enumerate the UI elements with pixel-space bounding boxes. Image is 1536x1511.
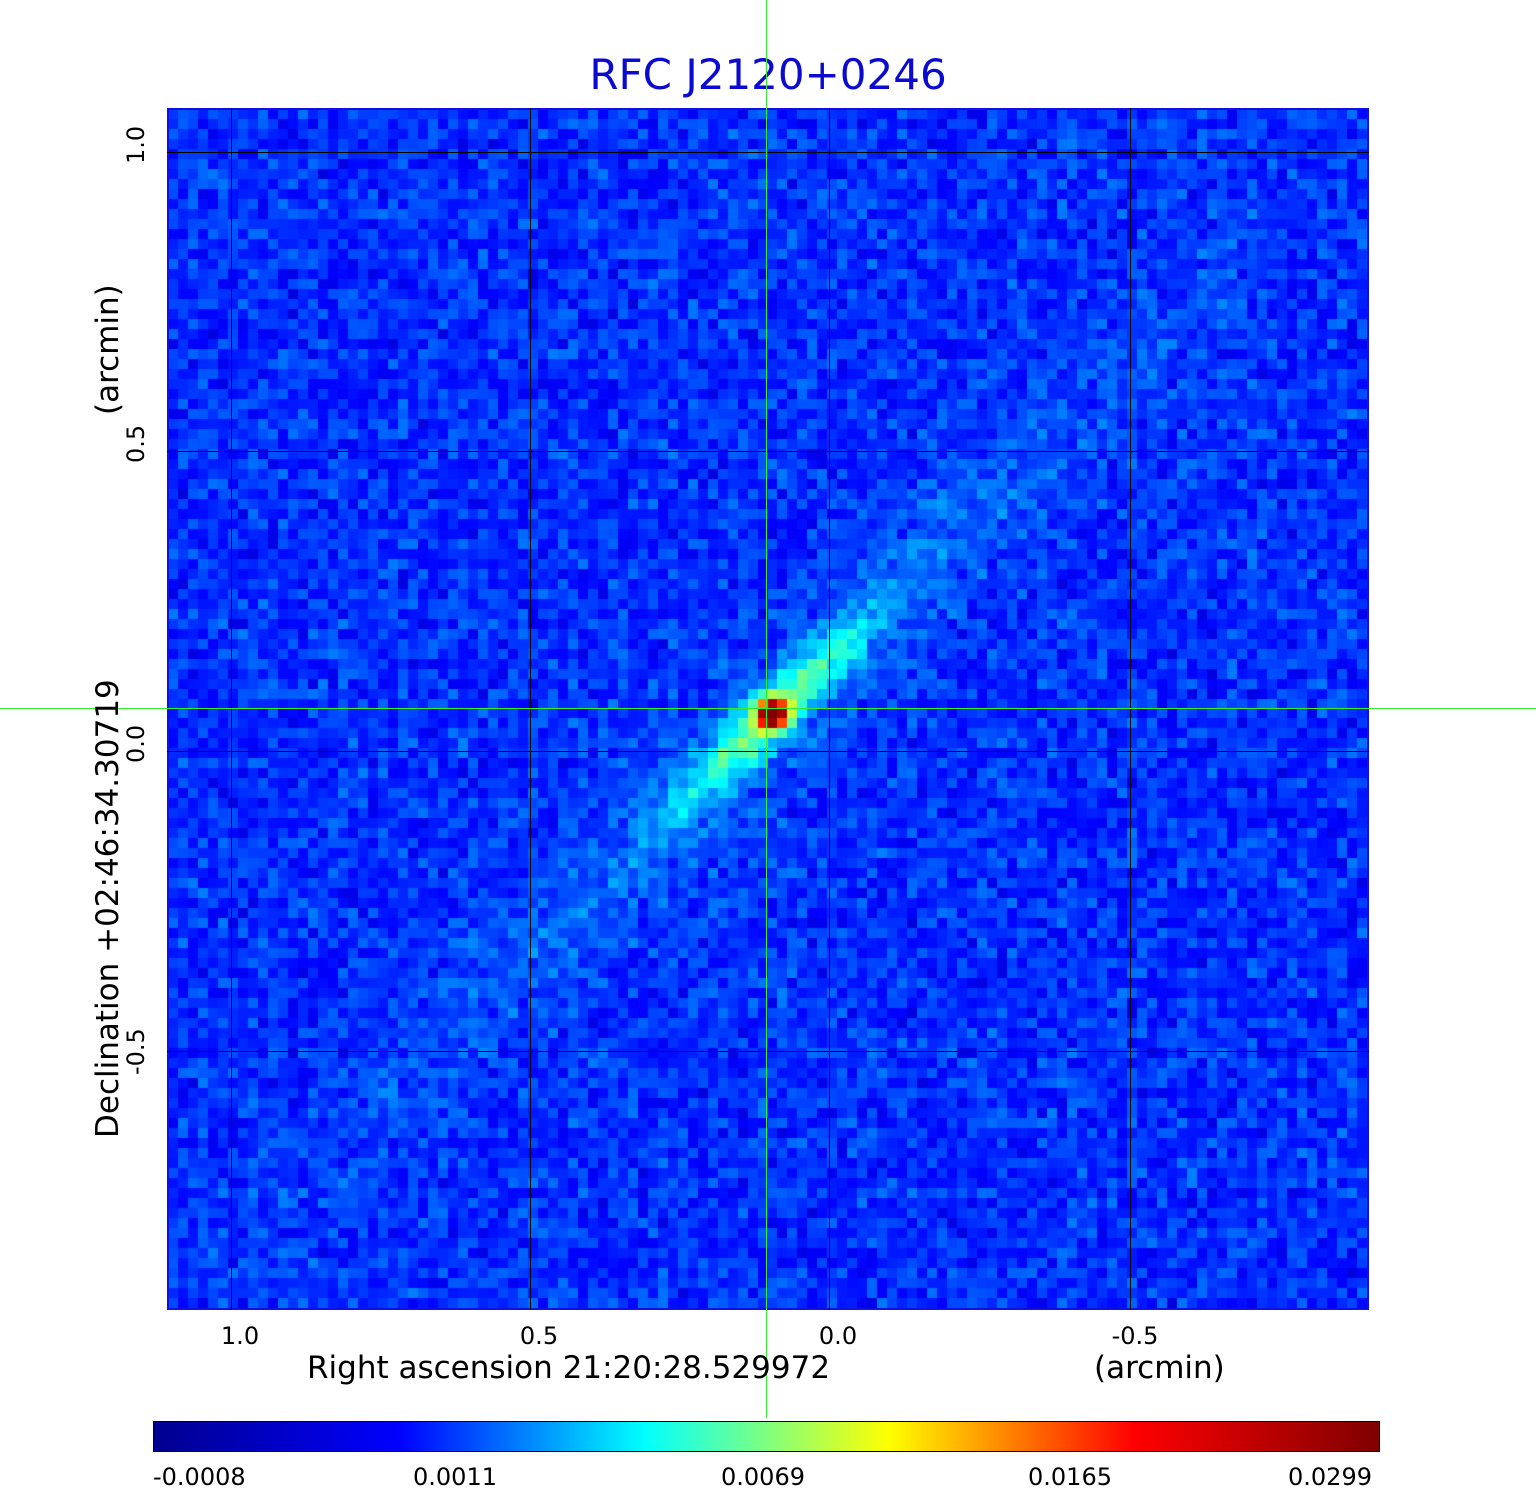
radio-map-image xyxy=(167,108,1369,1310)
crosshair-horizontal xyxy=(0,708,1536,709)
grid-line-dec-neg0.5 xyxy=(167,1051,1369,1052)
grid-line-dec-1.0 xyxy=(167,152,1369,153)
y-tick-label: 1.0 xyxy=(122,125,150,164)
y-axis-label: Declination +02:46:34.30719 xyxy=(90,679,126,1138)
crosshair-vertical xyxy=(766,0,767,1418)
image-title: RFC J2120+0246 xyxy=(589,50,947,99)
grid-line-ra-neg0.5 xyxy=(1130,108,1131,1310)
grid-line-ra-0.5 xyxy=(530,108,531,1310)
x-tick-label: 1.0 xyxy=(220,1322,260,1350)
x-tick-label: 0.0 xyxy=(818,1322,858,1350)
grid-line-ra-0.0 xyxy=(829,108,830,1310)
y-tick-label: 0.0 xyxy=(122,724,150,763)
intensity-map-canvas xyxy=(169,110,1367,1308)
y-tick-label: 0.5 xyxy=(122,424,150,463)
colorbar xyxy=(153,1421,1380,1452)
grid-line-dec-0.0 xyxy=(167,751,1369,752)
x-axis-unit: (arcmin) xyxy=(1094,1350,1225,1386)
y-axis-unit: (arcmin) xyxy=(90,284,126,415)
x-tick-label: -0.5 xyxy=(1111,1322,1159,1350)
colorbar-tick-label: 0.0299 xyxy=(1288,1463,1372,1491)
grid-line-dec-0.5 xyxy=(167,451,1369,452)
y-tick-label: -0.5 xyxy=(122,1028,150,1075)
colorbar-tick-label: 0.0069 xyxy=(721,1463,805,1491)
colorbar-tick-label: -0.0008 xyxy=(153,1463,246,1491)
colorbar-tick-label: 0.0165 xyxy=(1028,1463,1112,1491)
x-axis-label: Right ascension 21:20:28.529972 xyxy=(307,1350,831,1386)
x-tick-label: 0.5 xyxy=(519,1322,559,1350)
colorbar-tick-label: 0.0011 xyxy=(413,1463,497,1491)
grid-line-ra-1.0 xyxy=(231,108,232,1310)
